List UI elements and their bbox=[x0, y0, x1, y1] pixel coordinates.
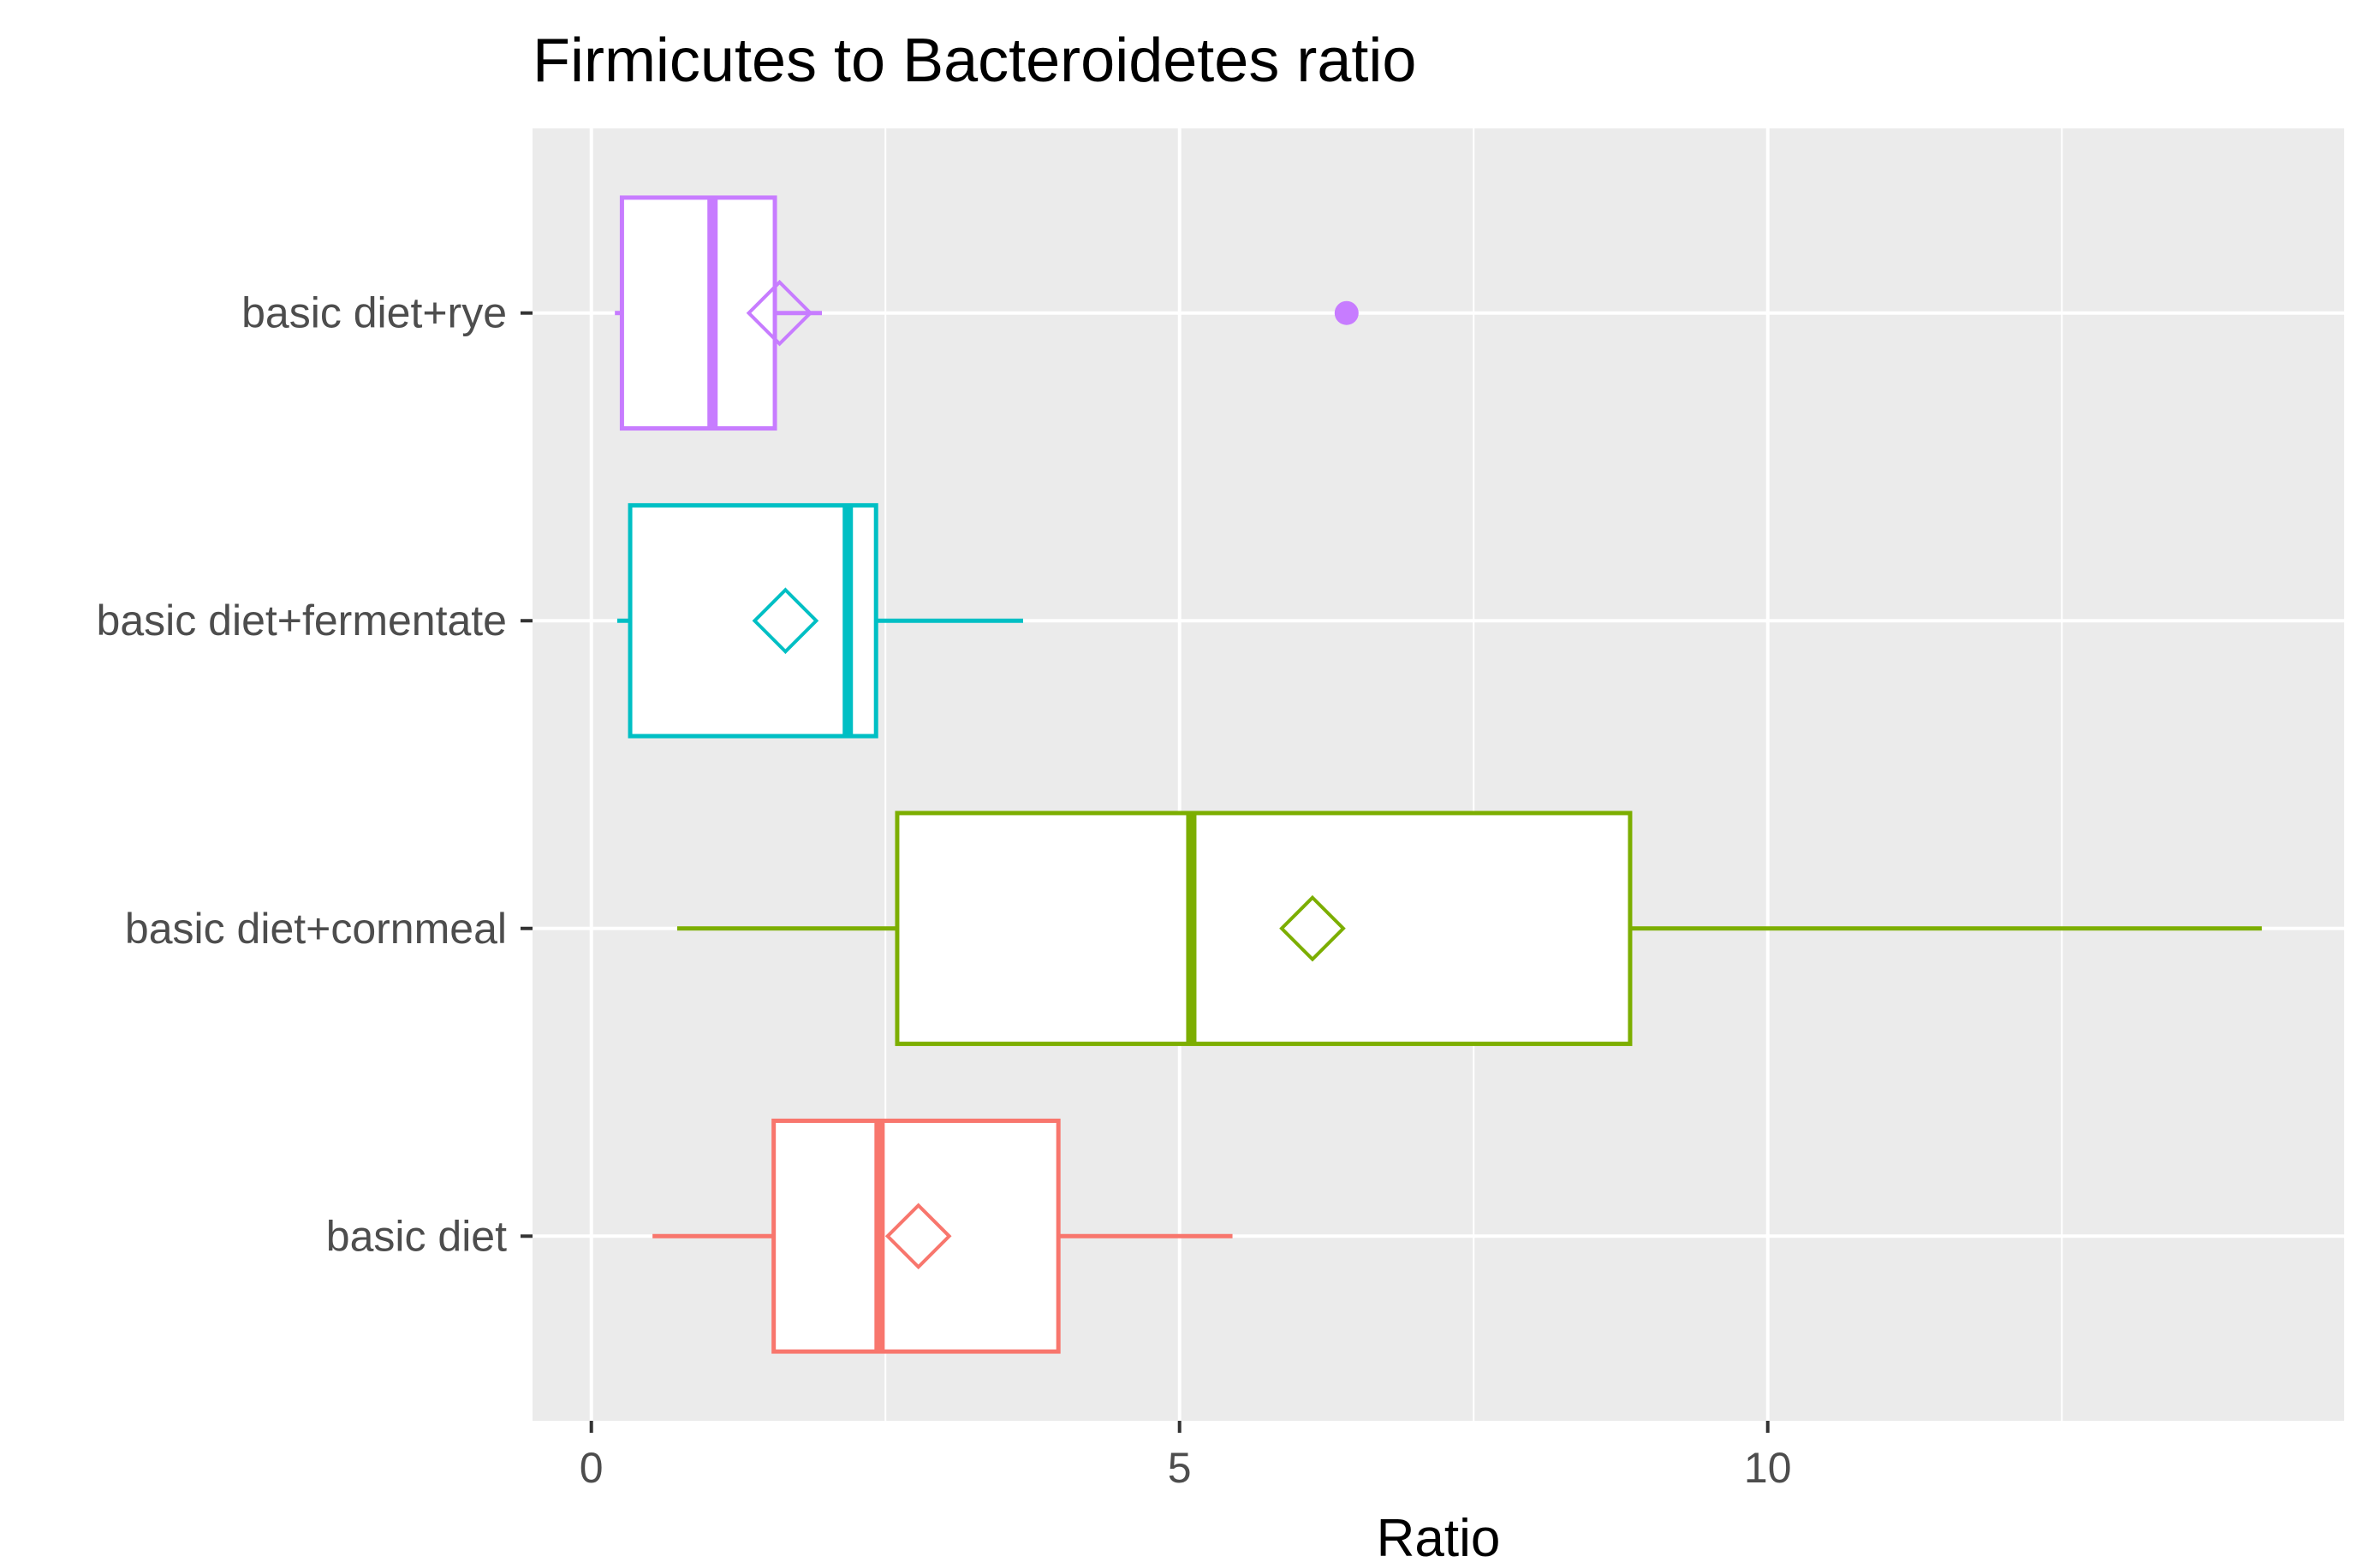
box-group bbox=[615, 195, 1359, 431]
chart-title: Firmicutes to Bacteroidetes ratio bbox=[533, 27, 1416, 95]
x-tick-label: 0 bbox=[580, 1444, 604, 1492]
boxes bbox=[615, 195, 2262, 1354]
x-tick-label: 5 bbox=[1168, 1444, 1192, 1492]
x-tick-label: 10 bbox=[1744, 1444, 1792, 1492]
mean-marker bbox=[884, 1203, 952, 1270]
x-axis-title: Ratio bbox=[1377, 1509, 1501, 1568]
x-axis: 0 5 10 bbox=[580, 1421, 1792, 1492]
box-group bbox=[616, 502, 1023, 739]
y-tick-label: basic diet+rye bbox=[241, 289, 507, 337]
box bbox=[619, 195, 777, 431]
box-group bbox=[652, 1118, 1233, 1354]
box-group bbox=[677, 811, 2262, 1047]
y-tick-label: basic diet bbox=[326, 1212, 507, 1260]
y-axis: basic diet basic diet+cornmeal basic diet+… bbox=[97, 289, 533, 1260]
outlier-point bbox=[1334, 300, 1359, 325]
mean-marker bbox=[1279, 894, 1346, 962]
box bbox=[771, 1118, 1061, 1354]
mean-marker bbox=[746, 279, 813, 347]
mean-marker bbox=[752, 587, 819, 655]
y-tick-label: basic diet+cornmeal bbox=[125, 905, 507, 953]
y-tick-label: basic diet+fermentate bbox=[97, 597, 507, 644]
box bbox=[895, 811, 1633, 1047]
